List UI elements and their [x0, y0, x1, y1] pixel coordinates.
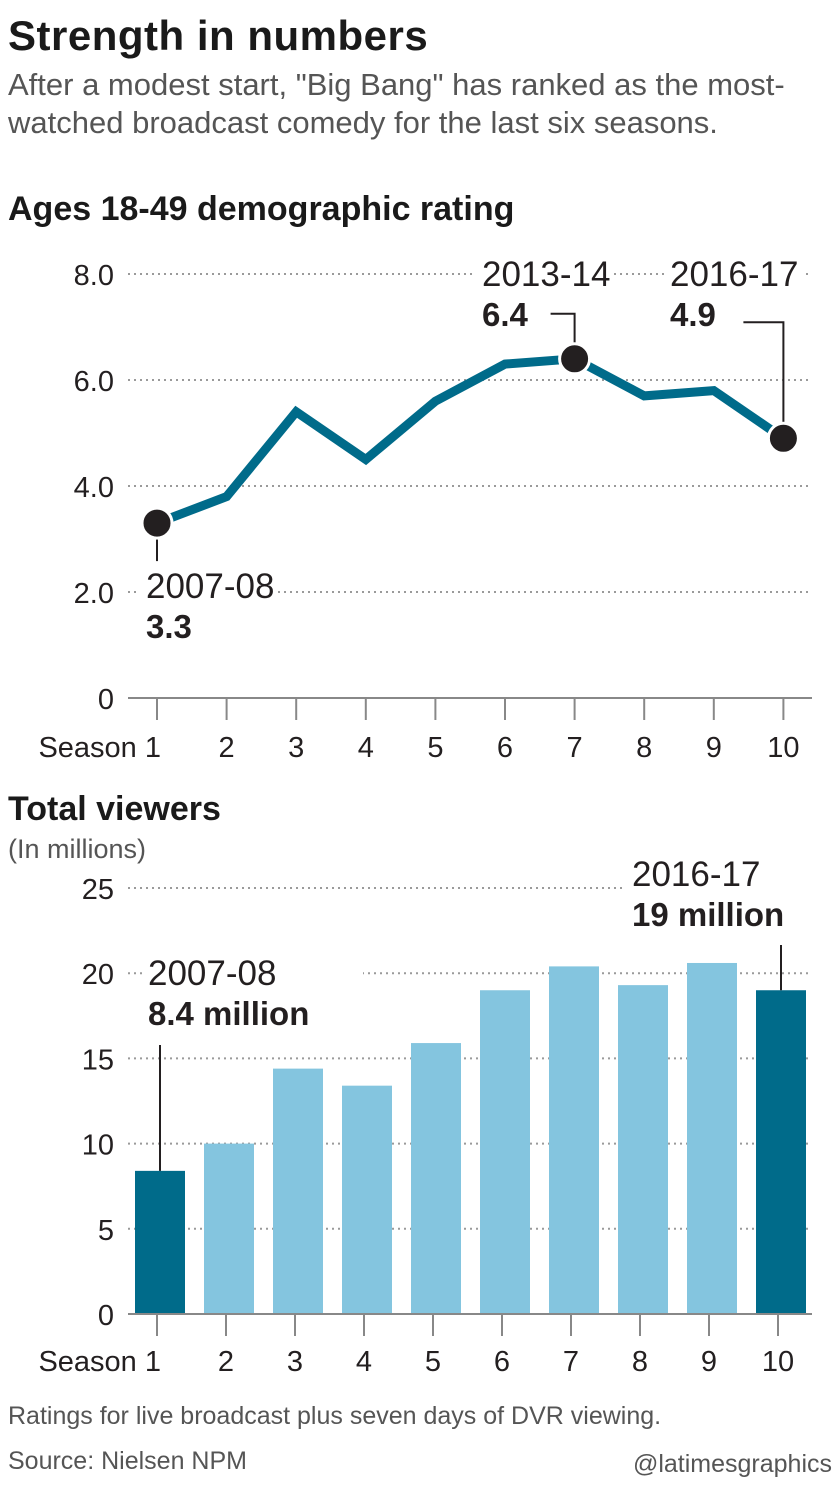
bar — [342, 1085, 392, 1314]
x-tick-label: 5 — [427, 732, 443, 764]
x-tick-label: 7 — [563, 1346, 579, 1378]
x-tick-label: 6 — [497, 732, 513, 764]
highlight-marker — [140, 506, 174, 540]
bar-chart: 0 5 10 15 20 25 Season 1 2 3 4 5 6 7 8 9 10 2007-088.4 m… — [38, 852, 828, 1378]
x-tick-label: 3 — [288, 732, 304, 764]
y-tick-label: 15 — [82, 1044, 114, 1076]
footnote: Ratings for live broadcast plus seven da… — [8, 1402, 662, 1430]
annotation-backing — [476, 252, 614, 294]
x-tick-label: 3 — [287, 1346, 303, 1378]
x-tick-label: 8 — [632, 1346, 648, 1378]
bar-chart-units: (In millions) — [8, 834, 147, 864]
x-tick-label: 6 — [494, 1346, 510, 1378]
annotation-label: 2013-14 — [482, 255, 610, 294]
y-tick-label: 20 — [82, 959, 114, 991]
chart-title: Strength in numbers — [8, 12, 429, 59]
annotation-value: 6.4 — [482, 296, 529, 333]
credit: @latimesgraphics — [632, 1450, 832, 1478]
line-chart: 0 2.0 4.0 6.0 8.0 Season 1 2 3 4 5 6 7 8 9 10 2007-083.… — [38, 252, 812, 764]
annotation-value: 4.9 — [670, 296, 716, 333]
bar — [618, 985, 668, 1314]
bar — [411, 1043, 461, 1314]
annotation-backing — [664, 252, 802, 294]
x-tick-label: 7 — [567, 732, 583, 764]
y-tick-label: 10 — [82, 1130, 114, 1162]
bar — [273, 1068, 323, 1314]
annotation-value: 19 million — [632, 896, 784, 933]
bar-chart-title: Total viewers — [8, 790, 221, 828]
x-tick-label: 5 — [425, 1346, 441, 1378]
annotation-backing — [140, 564, 278, 606]
x-tick-label: Season 1 — [38, 732, 161, 764]
y-tick-label: 4.0 — [74, 472, 114, 504]
bar — [204, 1143, 254, 1314]
bar — [687, 962, 737, 1314]
x-tick-label: 10 — [762, 1346, 794, 1378]
x-tick-label: 4 — [356, 1346, 372, 1378]
series-line — [155, 354, 786, 528]
x-tick-label: 4 — [358, 732, 374, 764]
line-chart-title: Ages 18-49 demographic rating — [8, 190, 515, 228]
bar — [756, 990, 806, 1314]
x-tick-label: 8 — [636, 732, 652, 764]
annotation-label: 2007-08 — [148, 954, 276, 993]
y-tick-label: 2.0 — [74, 578, 114, 610]
y-tick-label: 0 — [98, 684, 114, 716]
bar — [480, 990, 530, 1314]
x-tick-label: 2 — [219, 732, 235, 764]
annotation-value: 3.3 — [146, 608, 192, 645]
x-tick-label: 10 — [767, 732, 799, 764]
y-tick-label: 6.0 — [74, 366, 114, 398]
y-tick-label: 25 — [82, 874, 114, 906]
annotation-leader — [743, 321, 785, 439]
y-tick-label: 0 — [98, 1300, 114, 1332]
y-tick-label: 5 — [98, 1215, 114, 1247]
annotation-backing — [626, 852, 828, 934]
x-tick-label: 2 — [218, 1346, 234, 1378]
chart-subtitle: After a modest start, "Big Bang" has ran… — [8, 67, 785, 140]
annotation-label: 2016-17 — [670, 255, 798, 294]
source-note: Source: Nielsen NPM — [8, 1447, 247, 1475]
annotation-label: 2016-17 — [632, 855, 760, 894]
highlight-marker — [766, 421, 800, 455]
bar — [135, 1170, 185, 1314]
annotation-backing — [142, 951, 363, 1033]
annotation-value: 8.4 million — [148, 995, 309, 1032]
bar — [549, 966, 599, 1314]
highlight-marker — [558, 342, 592, 376]
x-tick-label: Season 1 — [38, 1346, 161, 1378]
y-tick-label: 8.0 — [74, 260, 114, 292]
x-tick-label: 9 — [701, 1346, 717, 1378]
annotation-label: 2007-08 — [146, 567, 274, 606]
x-tick-label: 9 — [706, 732, 722, 764]
